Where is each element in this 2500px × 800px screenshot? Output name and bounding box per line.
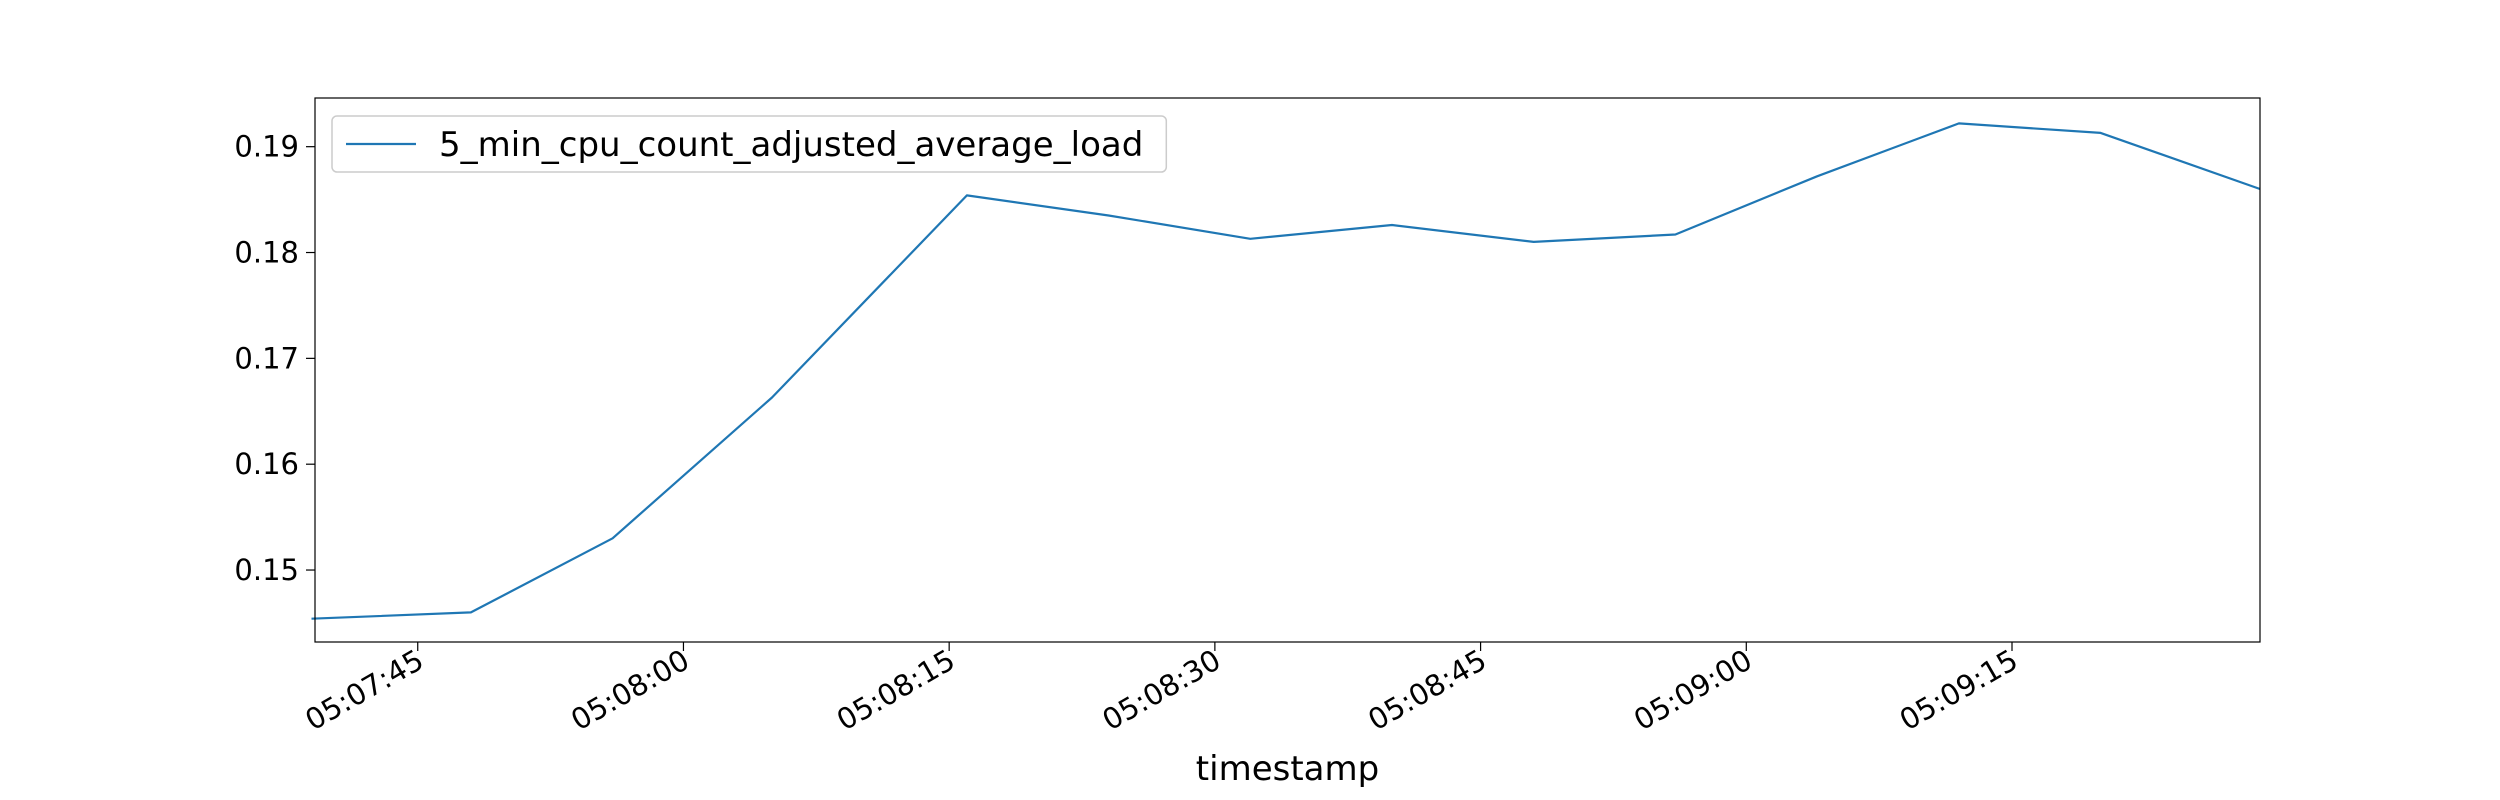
y-tick-label: 0.18 — [234, 236, 299, 270]
legend-box — [331, 115, 1168, 173]
plot-area-frame — [314, 97, 2261, 643]
series-layer — [311, 122, 2261, 620]
legend-label: 5_min_cpu_count_adjusted_average_load — [439, 125, 1143, 165]
series-line-0 — [311, 122, 2261, 620]
legend: 5_min_cpu_count_adjusted_average_load — [331, 115, 1168, 173]
y-tick-label: 0.16 — [234, 447, 299, 481]
y-tick-label: 0.15 — [234, 553, 299, 587]
y-axis: 0.15 0.16 0.17 0.18 0.19 — [234, 130, 315, 587]
y-tick-label: 0.17 — [234, 341, 299, 375]
y-tick-label: 0.19 — [234, 130, 299, 164]
x-axis-title: timestamp — [1196, 749, 1379, 789]
